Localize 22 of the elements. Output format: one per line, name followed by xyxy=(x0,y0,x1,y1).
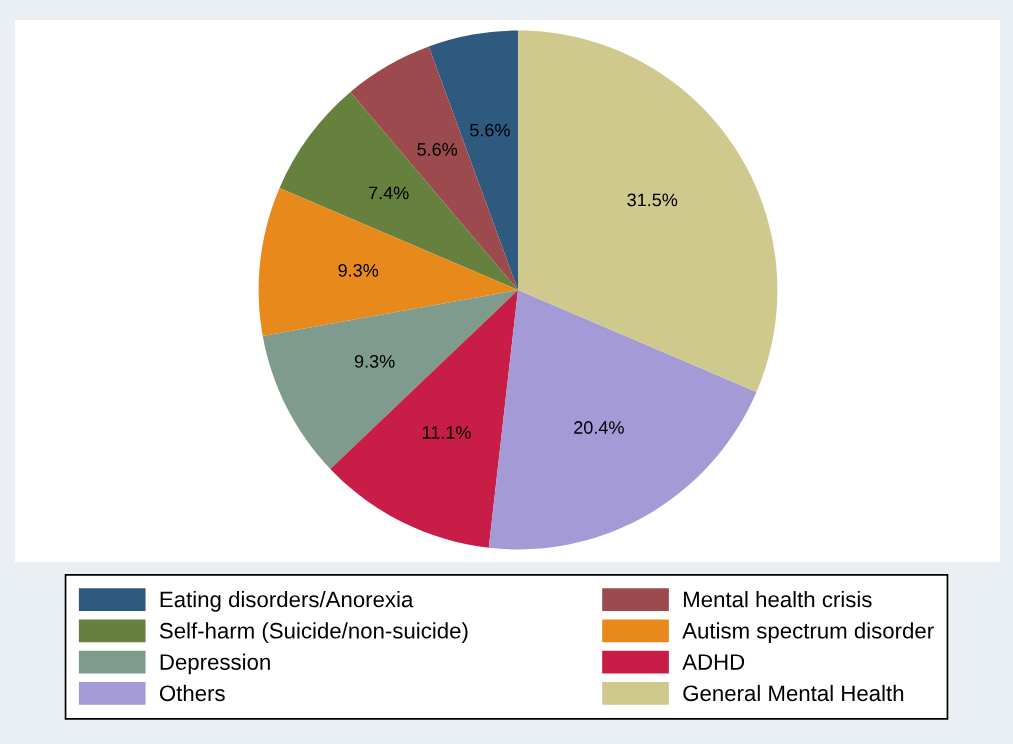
legend-label: Others xyxy=(159,684,225,702)
legend-label: Depression xyxy=(160,653,270,675)
legend-label: Autism spectrum disorder xyxy=(682,622,934,643)
legend-label: General Mental Health xyxy=(683,684,904,702)
pie-slice xyxy=(518,30,778,393)
legend-label: ADHD xyxy=(682,654,745,670)
legend-label: Eating disorders/Anorexia xyxy=(160,591,414,612)
data-label: 9.3% xyxy=(338,263,379,277)
data-label: 5.6% xyxy=(417,143,458,156)
legend-label: Self-harm (Suicide/non-suicide) xyxy=(159,622,468,643)
data-label: 20.4% xyxy=(574,421,624,434)
legend-label: Mental health crisis xyxy=(684,591,872,608)
data-label: 31.5% xyxy=(627,193,678,207)
pie-slice xyxy=(330,290,518,548)
data-label: 5.6% xyxy=(470,123,510,137)
data-label: 11.1% xyxy=(422,426,471,439)
data-label: 9.3% xyxy=(354,354,395,368)
pie-slice xyxy=(488,290,757,550)
pie-slice xyxy=(279,91,518,290)
data-label: 7.4% xyxy=(369,186,409,200)
pie-slice xyxy=(258,187,518,337)
pie-slice xyxy=(262,290,518,470)
